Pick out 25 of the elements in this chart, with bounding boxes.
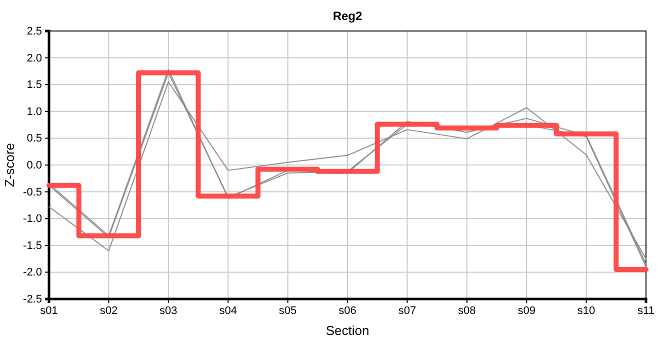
y-tick-label: 2.0 <box>26 52 42 64</box>
y-tick-label: -2.0 <box>23 266 42 279</box>
y-tick-label: 0.0 <box>26 160 42 172</box>
y-tick-label: -1.0 <box>23 213 42 226</box>
x-tick-label: s10 <box>577 304 596 317</box>
x-tick-label: s07 <box>398 304 416 317</box>
y-tick-label: 1.0 <box>26 106 42 118</box>
x-tick-label: s01 <box>40 304 58 317</box>
x-axis-title: Section <box>326 323 370 338</box>
y-tick-label: 1.5 <box>26 79 42 92</box>
x-tick-label: s05 <box>278 304 297 317</box>
x-tick-label: s06 <box>338 304 356 317</box>
y-tick-label: 2.5 <box>26 26 42 38</box>
y-tick-label: 0.5 <box>26 132 42 145</box>
y-axis-title: Z-score <box>2 142 17 188</box>
y-tick-label: -2.5 <box>23 294 42 306</box>
y-tick-label: -1.5 <box>23 240 42 252</box>
chart-title: Reg2 <box>332 9 362 23</box>
x-tick-label: s11 <box>638 304 654 317</box>
y-tick-label: -0.5 <box>23 186 42 198</box>
x-tick-label: s08 <box>458 304 476 317</box>
x-tick-label: s04 <box>219 304 237 317</box>
x-tick-label: s09 <box>518 304 536 317</box>
x-tick-label: s02 <box>100 304 118 317</box>
x-tick-label: s03 <box>160 304 178 317</box>
